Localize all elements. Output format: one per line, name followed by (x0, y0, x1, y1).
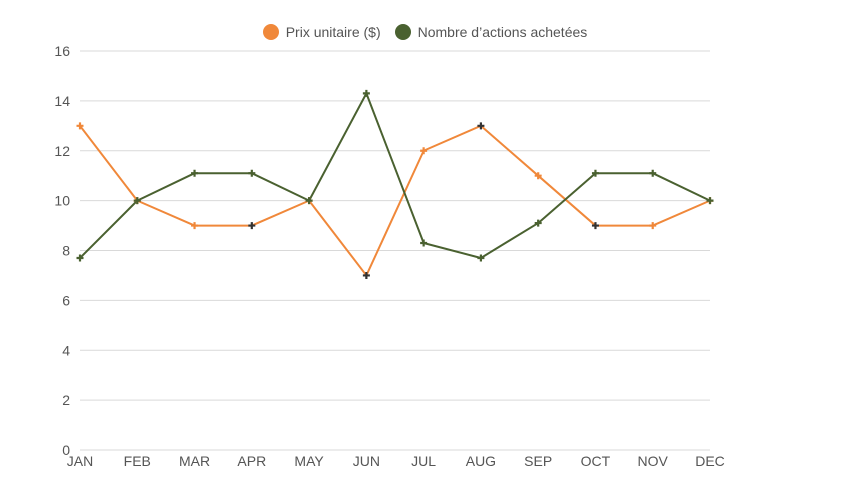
point-s1-jul (420, 239, 428, 247)
y-tick-label-2: 4 (62, 342, 70, 358)
y-tick-label-4: 8 (62, 243, 70, 259)
point-s0-aug (477, 122, 485, 130)
point-s1-oct (591, 169, 599, 177)
y-tick-label-0: 0 (62, 442, 70, 458)
legend-item-actions[interactable]: Nombre d’actions achetées (394, 24, 588, 40)
x-tick-label-jun: JUN (353, 453, 380, 469)
point-s0-oct (591, 222, 599, 230)
point-s1-jan (76, 254, 84, 262)
point-s1-jun (362, 89, 370, 97)
y-tick-label-8: 16 (54, 43, 70, 59)
y-tick-label-3: 6 (62, 292, 70, 308)
series-line-0 (79, 124, 711, 277)
point-s1-feb (133, 197, 141, 205)
x-tick-label-feb: FEB (124, 453, 151, 469)
legend: Prix unitaire ($) Nombre d’actions achet… (0, 24, 850, 40)
point-s0-jul (420, 147, 428, 155)
point-s0-mar (191, 222, 199, 230)
x-tick-label-may: MAY (294, 453, 324, 469)
point-s0-sep (534, 172, 542, 180)
point-s0-jan (76, 122, 84, 130)
x-tick-label-jan: JAN (67, 453, 93, 469)
point-s1-dec (706, 197, 714, 205)
x-tick-label-dec: DEC (695, 453, 725, 469)
point-s0-apr (248, 222, 256, 230)
point-s0-jun (362, 271, 370, 279)
y-tick-label-7: 14 (54, 93, 70, 109)
point-s1-sep (534, 219, 542, 227)
legend-label-actions: Nombre d’actions achetées (417, 24, 588, 40)
series-line-1 (79, 92, 711, 259)
point-s1-nov (649, 169, 657, 177)
point-s1-apr (248, 169, 256, 177)
legend-swatch-actions (394, 24, 411, 40)
legend-swatch-prix (262, 24, 279, 40)
x-tick-label-apr: APR (237, 453, 266, 469)
legend-label-prix: Prix unitaire ($) (285, 24, 381, 40)
y-tick-label-1: 2 (62, 392, 70, 408)
x-tick-label-nov: NOV (638, 453, 669, 469)
x-tick-label-aug: AUG (466, 453, 496, 469)
point-s1-mar (191, 169, 199, 177)
point-s1-may (305, 197, 313, 205)
x-tick-label-oct: OCT (581, 453, 611, 469)
x-tick-label-sep: SEP (524, 453, 552, 469)
x-tick-label-mar: MAR (179, 453, 210, 469)
y-tick-label-5: 10 (54, 193, 70, 209)
point-s0-nov (649, 222, 657, 230)
point-s1-aug (477, 254, 485, 262)
y-tick-label-6: 12 (54, 143, 70, 159)
legend-item-prix[interactable]: Prix unitaire ($) (262, 24, 381, 40)
x-tick-label-jul: JUL (411, 453, 436, 469)
